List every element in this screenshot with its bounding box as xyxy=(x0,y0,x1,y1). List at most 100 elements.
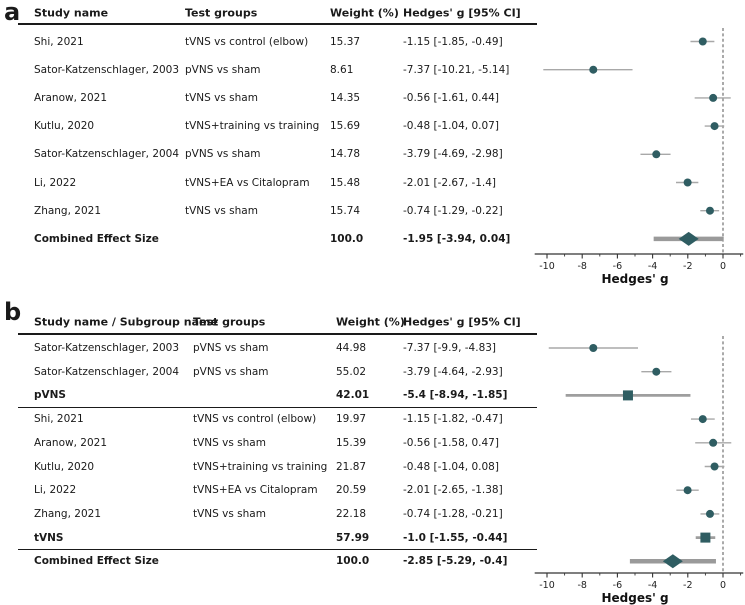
weight-value: 21.87 xyxy=(336,460,367,473)
weight-value: 42.01 xyxy=(336,389,370,402)
effect-ci-text: -7.37 [-10.21, -5.14] xyxy=(403,63,510,76)
effect-ci-text: -3.79 [-4.69, -2.98] xyxy=(403,148,503,161)
circle-effect-marker xyxy=(652,150,661,159)
x-axis-tick-label: 0 xyxy=(720,261,726,272)
effect-ci-text: -7.37 [-9.9, -4.83] xyxy=(403,341,497,354)
test-group: tVNS vs control (elbow) xyxy=(193,412,317,425)
weight-value: 44.98 xyxy=(336,341,367,354)
test-group: pVNS vs sham xyxy=(185,148,261,161)
test-group: tVNS+EA vs Citalopram xyxy=(185,176,310,189)
weight-value: 55.02 xyxy=(336,365,367,378)
study-name: Aranow, 2021 xyxy=(34,91,107,104)
x-axis-title: Hedges' g xyxy=(601,591,668,605)
circle-effect-marker xyxy=(683,486,692,495)
test-group: tVNS vs sham xyxy=(185,204,258,217)
test-group: tVNS vs sham xyxy=(193,507,266,520)
circle-effect-marker xyxy=(705,509,714,518)
column-header-study-name: Study name xyxy=(34,6,109,20)
weight-value: 15.37 xyxy=(330,35,361,48)
study-name: Li, 2022 xyxy=(34,176,77,189)
x-axis-tick-label: -4 xyxy=(648,580,657,591)
circle-effect-marker xyxy=(698,37,707,46)
circle-effect-marker xyxy=(698,415,707,424)
weight-value: 8.61 xyxy=(330,63,354,76)
x-axis-tick-label: -6 xyxy=(613,580,622,591)
study-name: Shi, 2021 xyxy=(34,412,84,425)
effect-ci-text: -3.79 [-4.64, -2.93] xyxy=(403,365,503,378)
study-name: Li, 2022 xyxy=(34,483,77,496)
study-name: Combined Effect Size xyxy=(34,232,159,245)
study-name: Kutlu, 2020 xyxy=(34,119,95,132)
effect-ci-text: -0.74 [-1.28, -0.21] xyxy=(403,507,503,520)
panel-b-label: b xyxy=(4,298,22,326)
test-group: pVNS vs sham xyxy=(185,63,261,76)
diamond-effect-marker xyxy=(678,231,699,246)
column-header-hedges-g-ci: Hedges' g [95% CI] xyxy=(403,6,521,20)
x-axis-tick-label: -2 xyxy=(683,261,692,272)
forest-plot-a: -10 -8 -6 -4 -2 0 Hedges' g xyxy=(534,28,744,286)
circle-effect-marker xyxy=(652,367,661,376)
circle-effect-marker xyxy=(709,438,718,447)
circle-effect-marker xyxy=(710,122,719,131)
effect-ci-text: -1.15 [-1.85, -0.49] xyxy=(403,35,503,48)
test-group: tVNS+training vs training xyxy=(185,119,320,132)
effect-ci-text: -1.95 [-3.94, 0.04] xyxy=(403,232,511,245)
panel-a-label: a xyxy=(4,0,21,26)
effect-ci-text: -0.48 [-1.04, 0.07] xyxy=(403,119,499,132)
test-group: tVNS+training vs training xyxy=(193,460,328,473)
panel-b: b Study name / Subgroup name Test groups… xyxy=(0,298,745,605)
forest-plot-b: -10 -8 -6 -4 -2 0 Hedges' g xyxy=(534,336,744,605)
x-axis-tick-label: -8 xyxy=(577,261,586,272)
effect-ci-text: -0.56 [-1.58, 0.47] xyxy=(403,436,499,449)
x-axis-tick-label: -8 xyxy=(577,580,586,591)
column-header-study-subgroup-name: Study name / Subgroup name xyxy=(34,315,218,329)
circle-effect-marker xyxy=(710,462,719,471)
study-name: Combined Effect Size xyxy=(34,555,159,568)
column-header-weight: Weight (%) xyxy=(330,6,399,20)
weight-value: 19.97 xyxy=(336,412,367,425)
column-header-test-groups: Test groups xyxy=(193,315,266,329)
study-name: Kutlu, 2020 xyxy=(34,460,95,473)
study-name: tVNS xyxy=(34,531,64,544)
effect-ci-text: -1.0 [-1.55, -0.44] xyxy=(403,531,508,544)
test-group: tVNS vs sham xyxy=(193,436,266,449)
circle-effect-marker xyxy=(683,178,692,187)
weight-value: 15.48 xyxy=(330,176,361,189)
test-group: tVNS+EA vs Citalopram xyxy=(193,483,318,496)
weight-value: 57.99 xyxy=(336,531,370,544)
x-axis-tick-label: -10 xyxy=(539,580,555,591)
study-name: Sator-Katzenschlager, 2004 xyxy=(34,365,180,378)
test-group: pVNS vs sham xyxy=(193,365,269,378)
effect-ci-text: -5.4 [-8.94, -1.85] xyxy=(403,389,508,402)
test-group: pVNS vs sham xyxy=(193,341,269,354)
column-header-test-groups: Test groups xyxy=(185,6,258,20)
square-effect-marker xyxy=(700,532,711,543)
header-rule xyxy=(18,333,537,335)
circle-effect-marker xyxy=(709,93,718,102)
weight-value: 22.18 xyxy=(336,507,367,520)
study-name: Zhang, 2021 xyxy=(34,507,101,520)
circle-effect-marker xyxy=(589,65,598,74)
subgroup-separator-rule xyxy=(18,549,537,551)
effect-ci-text: -2.01 [-2.67, -1.4] xyxy=(403,176,497,189)
x-axis-tick-label: 0 xyxy=(720,580,726,591)
subgroup-separator-rule xyxy=(18,407,537,409)
effect-ci-text: -0.74 [-1.29, -0.22] xyxy=(403,204,503,217)
x-axis-tick-label: -10 xyxy=(539,261,555,272)
weight-value: 15.69 xyxy=(330,119,361,132)
weight-value: 14.35 xyxy=(330,91,361,104)
circle-effect-marker xyxy=(589,344,598,352)
study-name: Zhang, 2021 xyxy=(34,204,101,217)
test-group: tVNS vs sham xyxy=(185,91,258,104)
x-axis-tick-label: -6 xyxy=(613,261,622,272)
circle-effect-marker xyxy=(705,206,714,215)
weight-value: 14.78 xyxy=(330,148,361,161)
weight-value: 15.39 xyxy=(336,436,367,449)
study-name: Aranow, 2021 xyxy=(34,436,107,449)
effect-ci-text: -1.15 [-1.82, -0.47] xyxy=(403,412,503,425)
weight-value: 100.0 xyxy=(336,555,370,568)
square-effect-marker xyxy=(622,390,633,401)
study-name: Sator-Katzenschlager, 2003 xyxy=(34,341,180,354)
effect-ci-text: -2.01 [-2.65, -1.38] xyxy=(403,483,503,496)
x-axis-tick-label: -2 xyxy=(683,580,692,591)
